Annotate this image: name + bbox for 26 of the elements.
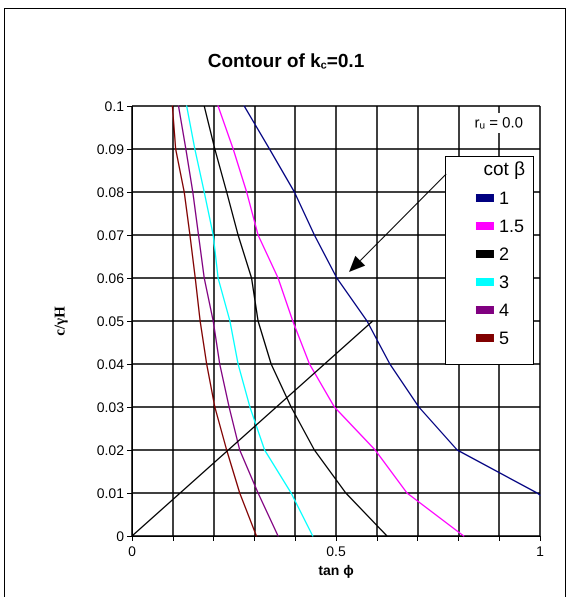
y-tick-label: 0.04 [96, 356, 124, 372]
x-axis-title: tan ϕ [318, 562, 354, 578]
y-tick-label: 0.03 [96, 399, 124, 415]
y-tick-label: 0.06 [96, 270, 124, 286]
y-tick-label: 0.07 [96, 227, 124, 243]
line-series [244, 105, 541, 496]
legend-label: 3 [498, 272, 509, 292]
legend-label: 5 [498, 328, 509, 348]
legend-label: 1 [498, 188, 509, 208]
x-tick-label: 0 [128, 543, 136, 559]
y-tick-label: 0.09 [96, 141, 124, 157]
y-tick-label: 0.1 [104, 98, 124, 114]
y-tick-label: 0.05 [96, 313, 124, 329]
y-tick-label: 0 [116, 528, 124, 544]
legend-label: 4 [498, 300, 509, 320]
x-tick-label: 1 [536, 543, 544, 559]
x-tick-label: 0.5 [326, 543, 346, 559]
y-tick-label: 0.01 [96, 485, 124, 501]
legend-title: cot β [483, 159, 526, 180]
y-tick-label: 0.08 [96, 184, 124, 200]
y-tick-label: 0.02 [96, 442, 124, 458]
legend-label: 2 [498, 244, 509, 264]
legend-label: 1.5 [498, 216, 524, 236]
annotation: ru = 0.0 [474, 114, 524, 132]
y-axis-title: c/γH [52, 306, 68, 336]
chart-title: Contour of kc=0.1 [208, 51, 365, 72]
